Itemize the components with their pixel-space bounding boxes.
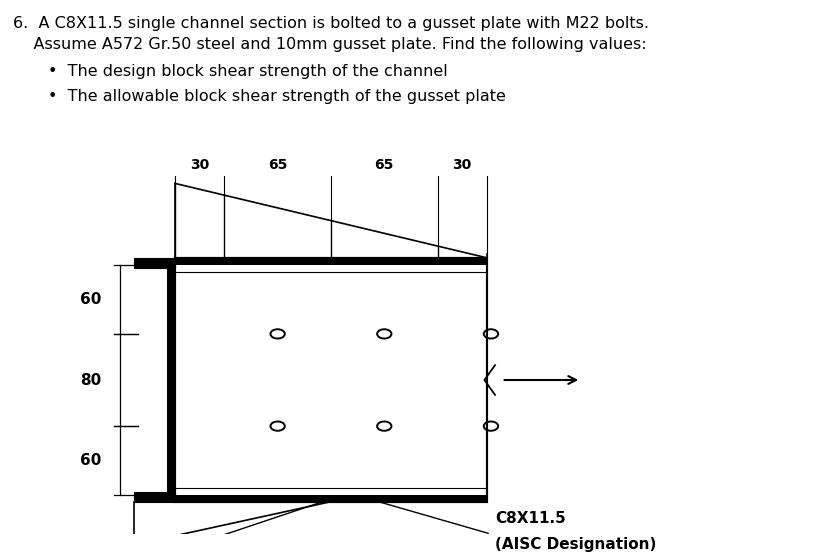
Text: C8X11.5: C8X11.5 <box>495 511 565 526</box>
Bar <box>174 258 486 502</box>
Text: •  The design block shear strength of the channel: • The design block shear strength of the… <box>48 64 447 79</box>
Bar <box>134 258 174 269</box>
Text: 30: 30 <box>452 158 471 172</box>
Text: 65: 65 <box>268 158 287 172</box>
Bar <box>174 495 486 502</box>
Text: 60: 60 <box>79 453 101 468</box>
Text: 30: 30 <box>190 158 209 172</box>
Text: •  The allowable block shear strength of the gusset plate: • The allowable block shear strength of … <box>48 89 505 104</box>
Text: 6.  A C8X11.5 single channel section is bolted to a gusset plate with M22 bolts.: 6. A C8X11.5 single channel section is b… <box>12 16 648 31</box>
Bar <box>134 491 174 502</box>
Text: 65: 65 <box>374 158 394 172</box>
Bar <box>167 269 174 491</box>
Bar <box>174 258 486 265</box>
Text: 80: 80 <box>80 372 101 387</box>
Text: 60: 60 <box>79 292 101 307</box>
Text: (AISC Designation): (AISC Designation) <box>495 537 656 552</box>
Text: Assume A572 Gr.50 steel and 10mm gusset plate. Find the following values:: Assume A572 Gr.50 steel and 10mm gusset … <box>12 37 645 52</box>
